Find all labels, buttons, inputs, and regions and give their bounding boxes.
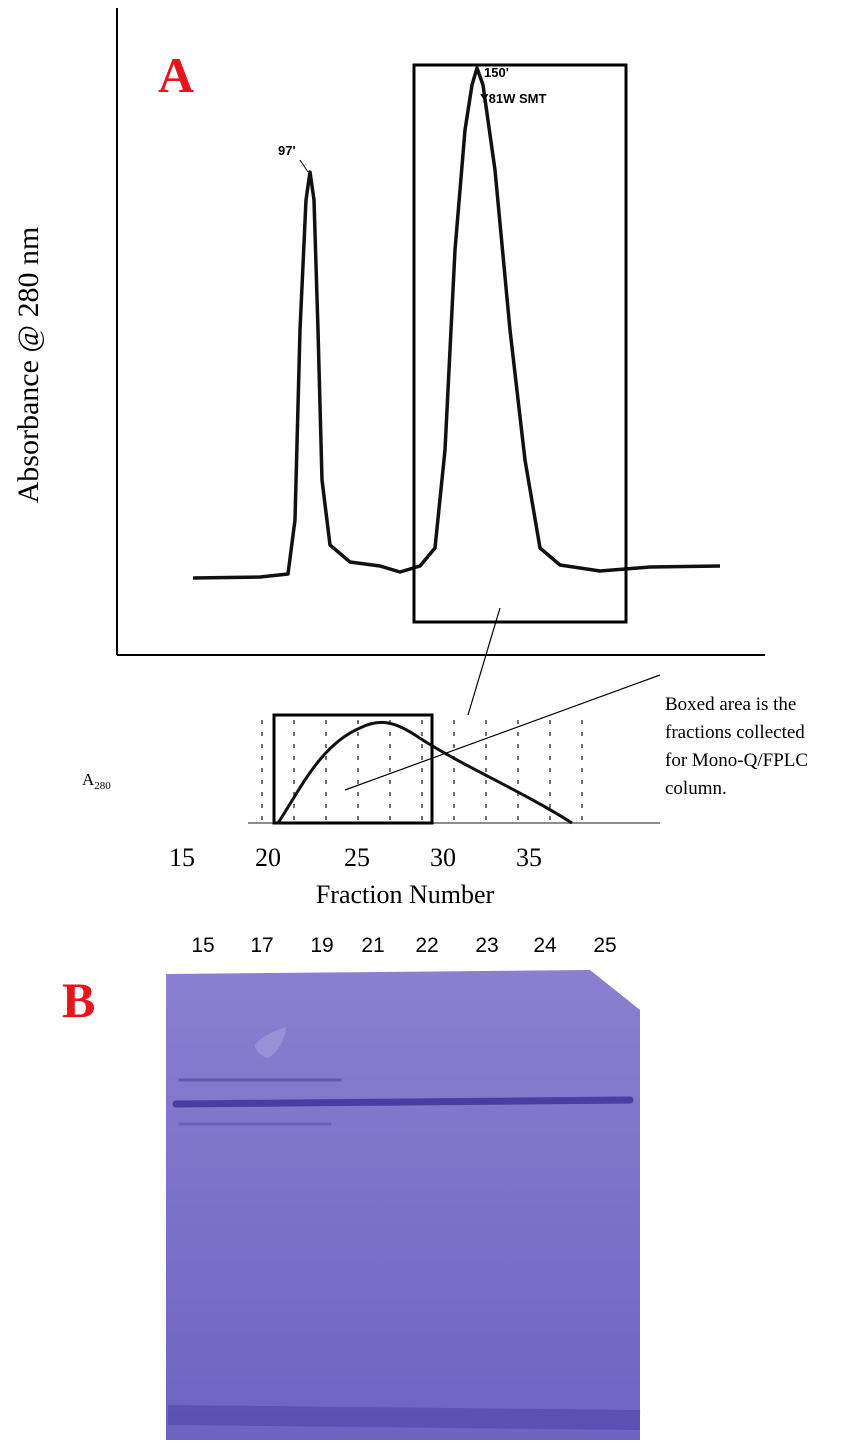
lane-label: 15: [191, 934, 214, 957]
gel-edge: [167, 1405, 641, 1430]
note: fractions collected: [665, 722, 805, 743]
peak-label: 150': [484, 65, 509, 80]
x-ticks: 15 20 25 30 35: [169, 843, 542, 872]
pointer: [344, 674, 661, 791]
inset-box: [272, 713, 434, 825]
note: for Mono-Q/FPLC: [665, 750, 808, 771]
connector: [467, 607, 501, 716]
gel: [166, 970, 640, 1440]
chromatogram: [192, 66, 721, 580]
x-tick-label: 15: [169, 843, 195, 872]
lane-label: 25: [593, 934, 616, 957]
lane-label: 24: [533, 934, 557, 957]
note: column.: [665, 778, 727, 799]
x-tick-label: 20: [255, 843, 281, 872]
peak-label: 97': [278, 143, 296, 158]
panel-label: A: [158, 47, 194, 103]
label-text: A: [82, 770, 95, 789]
panel-label: B: [62, 972, 95, 1028]
inset-y-axis-label: A280: [82, 770, 111, 792]
x-tick-label: 35: [516, 843, 542, 872]
lane-label: 22: [415, 934, 438, 957]
note: Boxed area is the: [665, 694, 796, 715]
leader: [299, 159, 309, 173]
peak-name: Y81W SMT: [480, 91, 547, 106]
label-subscript: 280: [94, 780, 111, 792]
gel-artifact: [255, 1027, 286, 1058]
lane-labels: 15 17 19 21 22 23 24 25: [191, 934, 616, 957]
inset-grid: [261, 720, 583, 823]
lane-label: 21: [361, 934, 384, 957]
x-tick-label: 25: [344, 843, 370, 872]
lane-label: 19: [310, 934, 333, 957]
y-axis-label: Absorbance @ 280 nm: [12, 227, 45, 504]
lane-label: 23: [475, 934, 498, 957]
inset-curve: [276, 720, 573, 825]
x-tick-label: 30: [430, 843, 456, 872]
selection-box: [412, 63, 628, 624]
lane-label: 17: [250, 934, 273, 957]
x-axis-label: Fraction Number: [316, 880, 495, 909]
bands: [172, 1078, 634, 1126]
